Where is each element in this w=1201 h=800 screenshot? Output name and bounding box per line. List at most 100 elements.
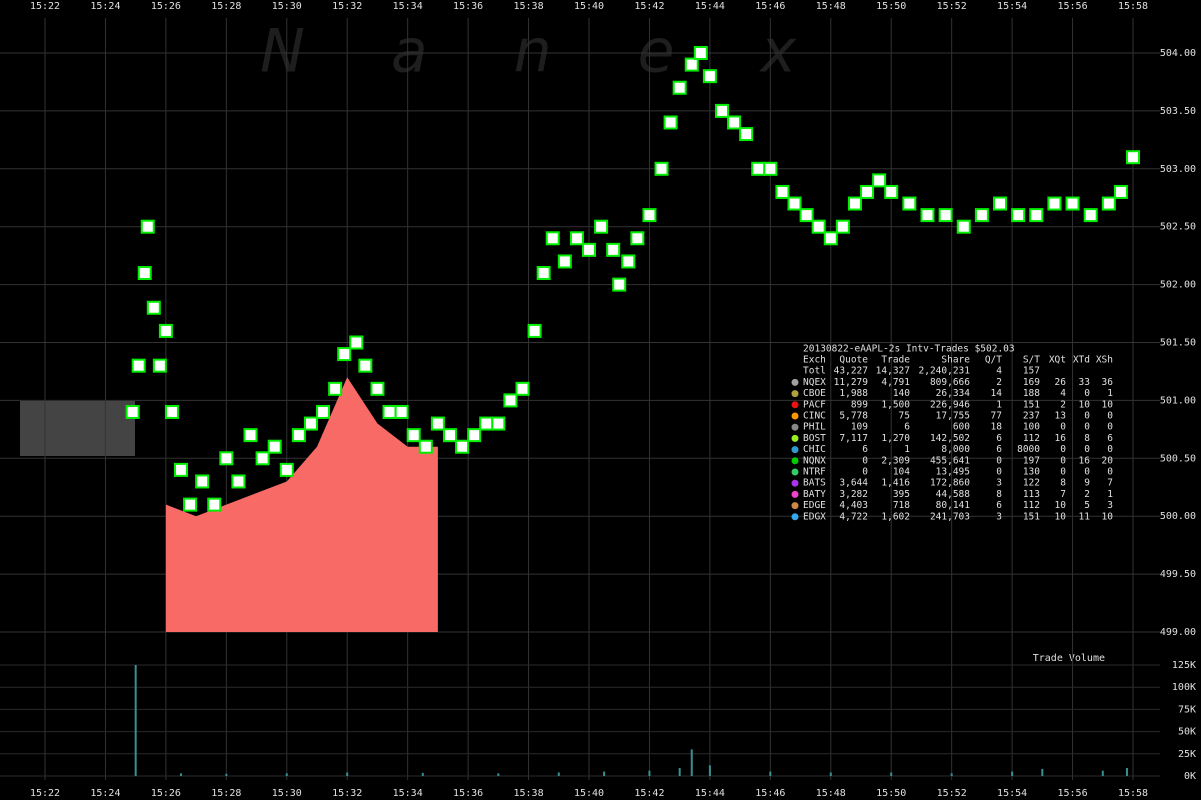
y-tick-label: 500.00: [1160, 511, 1196, 522]
table-header: Q/T: [985, 355, 1002, 366]
table-cell: CBOE: [803, 388, 826, 399]
table-cell: 140: [893, 388, 910, 399]
table-cell: 1: [1107, 388, 1113, 399]
trade-marker: [1113, 184, 1128, 199]
table-cell: 142,502: [930, 433, 970, 444]
table-cell: 8,000: [941, 444, 970, 455]
trade-marker: [594, 219, 609, 234]
trade-marker: [536, 266, 551, 281]
table-cell: 6: [996, 444, 1002, 455]
trade-marker: [303, 416, 318, 431]
trade-marker: [663, 115, 678, 130]
volume-tick-label: 125K: [1172, 660, 1196, 671]
table-cell: 7: [1060, 489, 1066, 500]
table-cell: 188: [1023, 388, 1040, 399]
table-cell: 113: [1023, 489, 1040, 500]
x-tick-label: 15:44: [695, 788, 725, 799]
x-tick-label: 15:28: [211, 1, 241, 12]
table-cell: BOST: [803, 433, 826, 444]
volume-tick-label: 0K: [1184, 771, 1196, 782]
table-cell: 0: [1084, 467, 1090, 478]
legend-marker: [791, 446, 799, 454]
trade-marker: [370, 381, 385, 396]
trade-marker: [527, 323, 542, 338]
trade-marker: [751, 161, 766, 176]
volume-bar: [678, 768, 681, 776]
x-tick-label: 15:40: [574, 788, 604, 799]
x-tick-label: 15:46: [755, 788, 785, 799]
trade-marker: [884, 184, 899, 199]
table-cell: EDGX: [803, 511, 826, 522]
table-cell: 6: [862, 444, 868, 455]
table-cell: 0: [1107, 467, 1113, 478]
trade-marker: [672, 80, 687, 95]
table-cell: 0: [1060, 455, 1066, 466]
table-cell: BATS: [803, 478, 826, 489]
volume-bar: [180, 773, 182, 776]
table-cell: 0: [862, 455, 868, 466]
x-tick-label: 15:32: [332, 1, 362, 12]
trade-marker: [606, 242, 621, 257]
volume-bar: [346, 772, 349, 776]
trade-marker: [621, 254, 636, 269]
trade-marker: [702, 69, 717, 84]
table-cell: 3: [996, 478, 1002, 489]
trade-marker: [727, 115, 742, 130]
trade-marker: [503, 393, 518, 408]
table-cell: 130: [1023, 467, 1040, 478]
table-cell: 6: [996, 500, 1002, 511]
trade-marker: [860, 184, 875, 199]
y-tick-label: 504.00: [1160, 48, 1196, 59]
table-cell: 13: [1055, 411, 1066, 422]
x-tick-label: 15:42: [634, 788, 664, 799]
trade-marker: [140, 219, 155, 234]
volume-bar: [648, 770, 651, 776]
x-tick-label: 15:54: [997, 788, 1027, 799]
trade-marker: [243, 428, 258, 443]
table-cell: 5: [1084, 500, 1090, 511]
y-tick-label: 501.50: [1160, 338, 1196, 349]
table-cell: NQNX: [803, 455, 826, 466]
table-cell: 77: [991, 411, 1002, 422]
table-cell: 157: [1023, 366, 1040, 377]
table-cell: 13,495: [936, 467, 970, 478]
table-cell: 0: [1060, 422, 1066, 433]
watermark: Nanex: [260, 17, 882, 87]
table-cell: 112: [1023, 433, 1040, 444]
table-cell: NQEX: [803, 377, 826, 388]
volume-tick-label: 75K: [1178, 704, 1196, 715]
x-tick-label: 15:58: [1118, 788, 1148, 799]
table-cell: EDGE: [803, 500, 826, 511]
table-cell: 1,500: [881, 399, 910, 410]
table-cell: 6: [1107, 433, 1113, 444]
volume-tick-label: 25K: [1178, 749, 1196, 760]
table-cell: 237: [1023, 411, 1040, 422]
trade-marker: [442, 428, 457, 443]
y-tick-label: 502.50: [1160, 222, 1196, 233]
table-cell: 4,722: [839, 511, 868, 522]
table-header: XQt: [1049, 355, 1066, 366]
table-cell: 36: [1102, 377, 1114, 388]
table-cell: 151: [1023, 399, 1040, 410]
table-cell: 0: [1107, 422, 1113, 433]
volume-label: Trade Volume: [1033, 653, 1105, 664]
table-cell: 172,860: [930, 478, 970, 489]
volume-bar: [950, 773, 953, 776]
table-cell: 14: [991, 388, 1003, 399]
trade-marker: [1101, 196, 1116, 211]
table-cell: 809,666: [930, 377, 970, 388]
trade-marker: [146, 300, 161, 315]
volume-bar: [1101, 770, 1104, 776]
table-cell: 0: [1060, 467, 1066, 478]
x-tick-label: 15:36: [453, 1, 483, 12]
trade-marker: [337, 347, 352, 362]
table-cell: 600: [953, 422, 970, 433]
trade-marker: [1011, 208, 1026, 223]
table-cell: 455,641: [930, 455, 970, 466]
volume-bar: [890, 772, 893, 776]
table-cell: 1,416: [881, 478, 910, 489]
table-cell: 11,279: [834, 377, 869, 388]
trade-marker: [164, 404, 179, 419]
trade-marker: [455, 439, 470, 454]
